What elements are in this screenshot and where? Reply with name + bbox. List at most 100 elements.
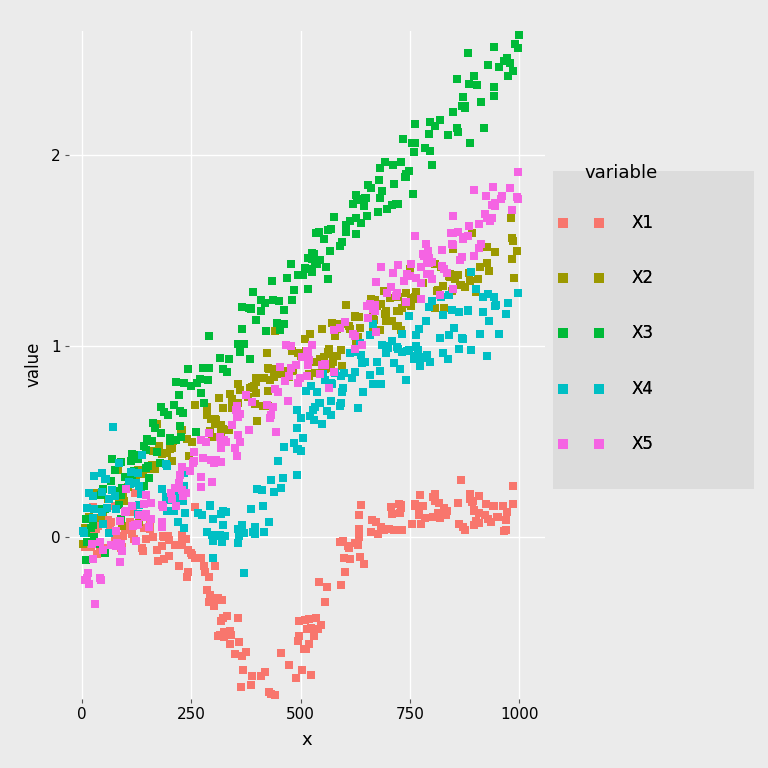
Point bbox=[354, 551, 366, 563]
Point bbox=[236, 650, 248, 662]
Point bbox=[292, 634, 304, 647]
Point bbox=[507, 480, 519, 492]
Point bbox=[351, 194, 363, 207]
Point bbox=[290, 359, 303, 372]
Point bbox=[168, 399, 180, 411]
Point bbox=[245, 503, 257, 515]
Point bbox=[85, 541, 98, 553]
Point bbox=[233, 436, 246, 449]
Point bbox=[381, 203, 393, 215]
Point bbox=[374, 192, 386, 204]
Point bbox=[283, 659, 295, 671]
Point bbox=[272, 455, 284, 467]
Point bbox=[250, 372, 263, 385]
Point bbox=[180, 533, 192, 545]
Point bbox=[380, 305, 392, 317]
Point bbox=[327, 356, 339, 368]
Point bbox=[114, 485, 126, 497]
Point bbox=[408, 146, 420, 158]
Point bbox=[309, 402, 321, 414]
Point bbox=[120, 505, 132, 518]
Point bbox=[407, 188, 419, 200]
Point bbox=[481, 350, 493, 362]
Point bbox=[373, 162, 386, 174]
Point bbox=[415, 352, 428, 364]
Point bbox=[419, 351, 431, 363]
Point bbox=[145, 459, 157, 472]
Point bbox=[281, 272, 293, 284]
Point bbox=[197, 362, 210, 374]
Point bbox=[314, 353, 326, 366]
Point bbox=[395, 156, 407, 168]
Point bbox=[304, 263, 316, 275]
Point bbox=[87, 511, 99, 524]
Point bbox=[434, 332, 446, 344]
Point bbox=[214, 529, 226, 541]
Point bbox=[478, 291, 490, 303]
Point bbox=[133, 509, 145, 521]
Point bbox=[453, 306, 465, 318]
Point bbox=[310, 612, 323, 624]
Point bbox=[190, 425, 203, 438]
Point bbox=[339, 300, 352, 312]
Point bbox=[409, 290, 422, 303]
Point bbox=[308, 247, 320, 260]
Point bbox=[429, 121, 442, 133]
Point bbox=[420, 238, 432, 250]
Point bbox=[399, 170, 411, 183]
Point bbox=[132, 480, 144, 492]
Point bbox=[360, 192, 372, 204]
Point bbox=[186, 436, 198, 449]
Point bbox=[210, 414, 222, 426]
Point bbox=[207, 552, 220, 564]
Point bbox=[133, 498, 145, 511]
Point bbox=[472, 489, 485, 502]
Point bbox=[512, 166, 525, 178]
Point bbox=[344, 323, 356, 336]
Point bbox=[115, 541, 127, 553]
Point bbox=[114, 489, 127, 502]
Point bbox=[306, 668, 318, 680]
Point bbox=[95, 466, 108, 478]
Point bbox=[100, 472, 112, 485]
Point bbox=[173, 482, 185, 495]
Point bbox=[489, 200, 502, 212]
Point bbox=[433, 497, 445, 509]
Point bbox=[104, 522, 116, 535]
Point bbox=[410, 340, 422, 353]
Point bbox=[296, 351, 308, 363]
Point bbox=[262, 385, 274, 397]
Point bbox=[296, 269, 309, 281]
Point bbox=[425, 159, 438, 171]
Point bbox=[399, 298, 411, 310]
Point bbox=[497, 499, 509, 511]
Point bbox=[499, 55, 511, 67]
Point bbox=[361, 210, 373, 222]
Point bbox=[312, 624, 324, 636]
Point bbox=[349, 228, 362, 240]
Point bbox=[79, 554, 91, 567]
Point bbox=[390, 340, 402, 353]
Point bbox=[329, 330, 341, 343]
Point bbox=[185, 547, 197, 559]
Point bbox=[382, 342, 395, 354]
Point bbox=[276, 369, 288, 381]
Point bbox=[354, 322, 366, 334]
Point bbox=[413, 359, 425, 372]
Point bbox=[459, 102, 472, 114]
Point bbox=[343, 347, 356, 359]
Point bbox=[170, 500, 182, 512]
Point bbox=[178, 377, 190, 389]
Point bbox=[318, 359, 330, 371]
Point bbox=[209, 594, 221, 607]
Point bbox=[258, 667, 270, 679]
Point bbox=[178, 467, 190, 479]
Point bbox=[369, 305, 381, 317]
Point bbox=[483, 265, 495, 277]
Point bbox=[477, 306, 489, 318]
Point bbox=[335, 344, 347, 356]
Point bbox=[243, 424, 256, 436]
Point bbox=[114, 556, 127, 568]
Point bbox=[396, 524, 408, 536]
Point bbox=[229, 442, 241, 455]
